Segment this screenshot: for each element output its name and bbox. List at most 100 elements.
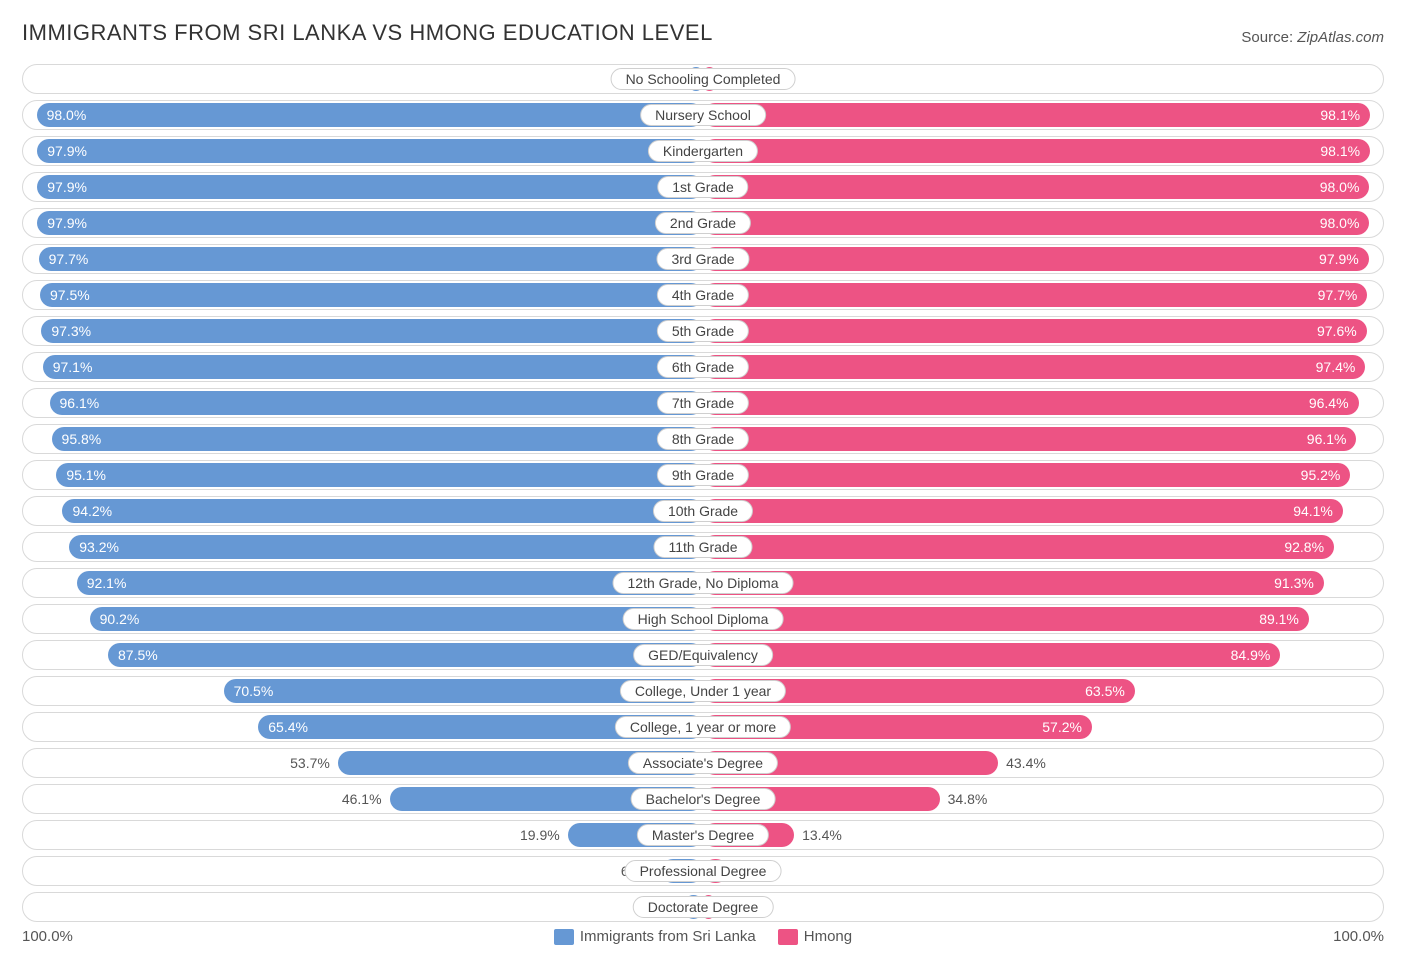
bar-right bbox=[703, 643, 1280, 667]
category-label: College, 1 year or more bbox=[615, 716, 791, 738]
category-label: 11th Grade bbox=[653, 536, 752, 558]
category-label: 7th Grade bbox=[657, 392, 749, 414]
category-label: Kindergarten bbox=[648, 140, 758, 162]
category-label: High School Diploma bbox=[623, 608, 784, 630]
value-left: 97.9% bbox=[47, 179, 87, 195]
value-right: 96.4% bbox=[1309, 395, 1349, 411]
value-right: 95.2% bbox=[1301, 467, 1341, 483]
category-label: No Schooling Completed bbox=[611, 68, 796, 90]
value-right: 84.9% bbox=[1231, 647, 1271, 663]
bar-right bbox=[703, 427, 1356, 451]
value-left: 95.8% bbox=[62, 431, 102, 447]
category-label: 5th Grade bbox=[657, 320, 749, 342]
value-right: 97.4% bbox=[1316, 359, 1356, 375]
chart-row: 46.1% 34.8% Bachelor's Degree bbox=[22, 784, 1384, 814]
legend-item-right: Hmong bbox=[778, 928, 852, 945]
value-left: 65.4% bbox=[268, 719, 308, 735]
value-right: 92.8% bbox=[1284, 539, 1324, 555]
bar-right bbox=[703, 607, 1309, 631]
category-label: 1st Grade bbox=[657, 176, 748, 198]
chart-header: IMMIGRANTS FROM SRI LANKA VS HMONG EDUCA… bbox=[22, 20, 1384, 46]
chart-row: 19.9%13.4%Master's Degree bbox=[22, 820, 1384, 850]
value-left: 97.9% bbox=[47, 143, 87, 159]
chart-row: 70.5%63.5%College, Under 1 year bbox=[22, 676, 1384, 706]
legend-item-left: Immigrants from Sri Lanka bbox=[554, 928, 756, 945]
category-label: Associate's Degree bbox=[628, 752, 778, 774]
value-right: 34.8% bbox=[948, 791, 988, 807]
value-right: 98.0% bbox=[1320, 179, 1360, 195]
chart-row: 97.7% 97.9% 3rd Grade bbox=[22, 244, 1384, 274]
value-right: 43.4% bbox=[1006, 755, 1046, 771]
bar-left bbox=[37, 103, 703, 127]
value-right: 98.0% bbox=[1320, 215, 1360, 231]
value-left: 97.9% bbox=[47, 215, 87, 231]
value-left: 87.5% bbox=[118, 647, 158, 663]
chart-row: 98.0%98.1%Nursery School bbox=[22, 100, 1384, 130]
value-right: 98.1% bbox=[1320, 143, 1360, 159]
chart-row: 97.1%97.4%6th Grade bbox=[22, 352, 1384, 382]
bar-right bbox=[703, 391, 1359, 415]
category-label: Bachelor's Degree bbox=[631, 788, 776, 810]
category-label: 8th Grade bbox=[657, 428, 749, 450]
value-right: 94.1% bbox=[1293, 503, 1333, 519]
value-left: 97.3% bbox=[51, 323, 91, 339]
bar-right bbox=[703, 463, 1350, 487]
chart-row: 2.8%1.6%Doctorate Degree bbox=[22, 892, 1384, 922]
value-left: 46.1% bbox=[342, 791, 382, 807]
value-left: 98.0% bbox=[47, 107, 87, 123]
chart-row: 97.3%97.6%5th Grade bbox=[22, 316, 1384, 346]
category-label: Professional Degree bbox=[625, 860, 782, 882]
bar-right bbox=[703, 283, 1367, 307]
bar-left bbox=[108, 643, 703, 667]
category-label: 10th Grade bbox=[653, 500, 753, 522]
chart-row: 2.0%1.9%No Schooling Completed bbox=[22, 64, 1384, 94]
value-left: 97.5% bbox=[50, 287, 90, 303]
bar-right bbox=[703, 355, 1365, 379]
diverging-bar-chart: 2.0%1.9%No Schooling Completed98.0%98.1%… bbox=[22, 64, 1384, 922]
bar-left bbox=[41, 319, 703, 343]
category-label: 6th Grade bbox=[657, 356, 749, 378]
chart-row: 97.9%98.0%2nd Grade bbox=[22, 208, 1384, 238]
value-right: 97.7% bbox=[1318, 287, 1358, 303]
value-right: 91.3% bbox=[1274, 575, 1314, 591]
bar-left bbox=[52, 427, 703, 451]
value-left: 92.1% bbox=[87, 575, 127, 591]
bar-right bbox=[703, 103, 1370, 127]
value-left: 95.1% bbox=[66, 467, 106, 483]
chart-title: IMMIGRANTS FROM SRI LANKA VS HMONG EDUCA… bbox=[22, 20, 713, 46]
chart-row: 6.2%3.7%Professional Degree bbox=[22, 856, 1384, 886]
value-right: 63.5% bbox=[1085, 683, 1125, 699]
chart-row: 87.5%84.9%GED/Equivalency bbox=[22, 640, 1384, 670]
chart-row: 93.2% 92.8% 11th Grade bbox=[22, 532, 1384, 562]
bar-left bbox=[90, 607, 703, 631]
bar-left bbox=[39, 247, 703, 271]
bar-right bbox=[703, 211, 1369, 235]
category-label: 9th Grade bbox=[657, 464, 749, 486]
chart-row: 94.2% 94.1% 10th Grade bbox=[22, 496, 1384, 526]
chart-row: 65.4%57.2%College, 1 year or more bbox=[22, 712, 1384, 742]
category-label: Nursery School bbox=[640, 104, 766, 126]
bar-left bbox=[37, 175, 703, 199]
bar-right bbox=[703, 571, 1324, 595]
source-label: Source: bbox=[1241, 29, 1297, 46]
value-left: 94.2% bbox=[72, 503, 112, 519]
value-left: 93.2% bbox=[79, 539, 119, 555]
category-label: Master's Degree bbox=[637, 824, 769, 846]
value-left: 19.9% bbox=[520, 827, 560, 843]
value-right: 97.9% bbox=[1319, 251, 1359, 267]
bar-left bbox=[77, 571, 703, 595]
bar-right bbox=[703, 535, 1334, 559]
bar-right bbox=[703, 247, 1369, 271]
value-left: 96.1% bbox=[60, 395, 100, 411]
bar-left bbox=[40, 283, 703, 307]
category-label: 3rd Grade bbox=[656, 248, 749, 270]
category-label: 12th Grade, No Diploma bbox=[613, 572, 794, 594]
value-left: 97.7% bbox=[49, 251, 89, 267]
chart-row: 95.1% 95.2% 9th Grade bbox=[22, 460, 1384, 490]
axis-right-max: 100.0% bbox=[1333, 928, 1384, 945]
chart-row: 90.2%89.1%High School Diploma bbox=[22, 604, 1384, 634]
bar-right bbox=[703, 319, 1367, 343]
bar-left bbox=[56, 463, 703, 487]
chart-row: 97.9% 98.0% 1st Grade bbox=[22, 172, 1384, 202]
chart-row: 92.1% 91.3% 12th Grade, No Diploma bbox=[22, 568, 1384, 598]
